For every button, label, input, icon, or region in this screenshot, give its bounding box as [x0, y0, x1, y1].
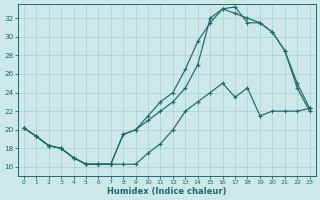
X-axis label: Humidex (Indice chaleur): Humidex (Indice chaleur): [107, 187, 227, 196]
